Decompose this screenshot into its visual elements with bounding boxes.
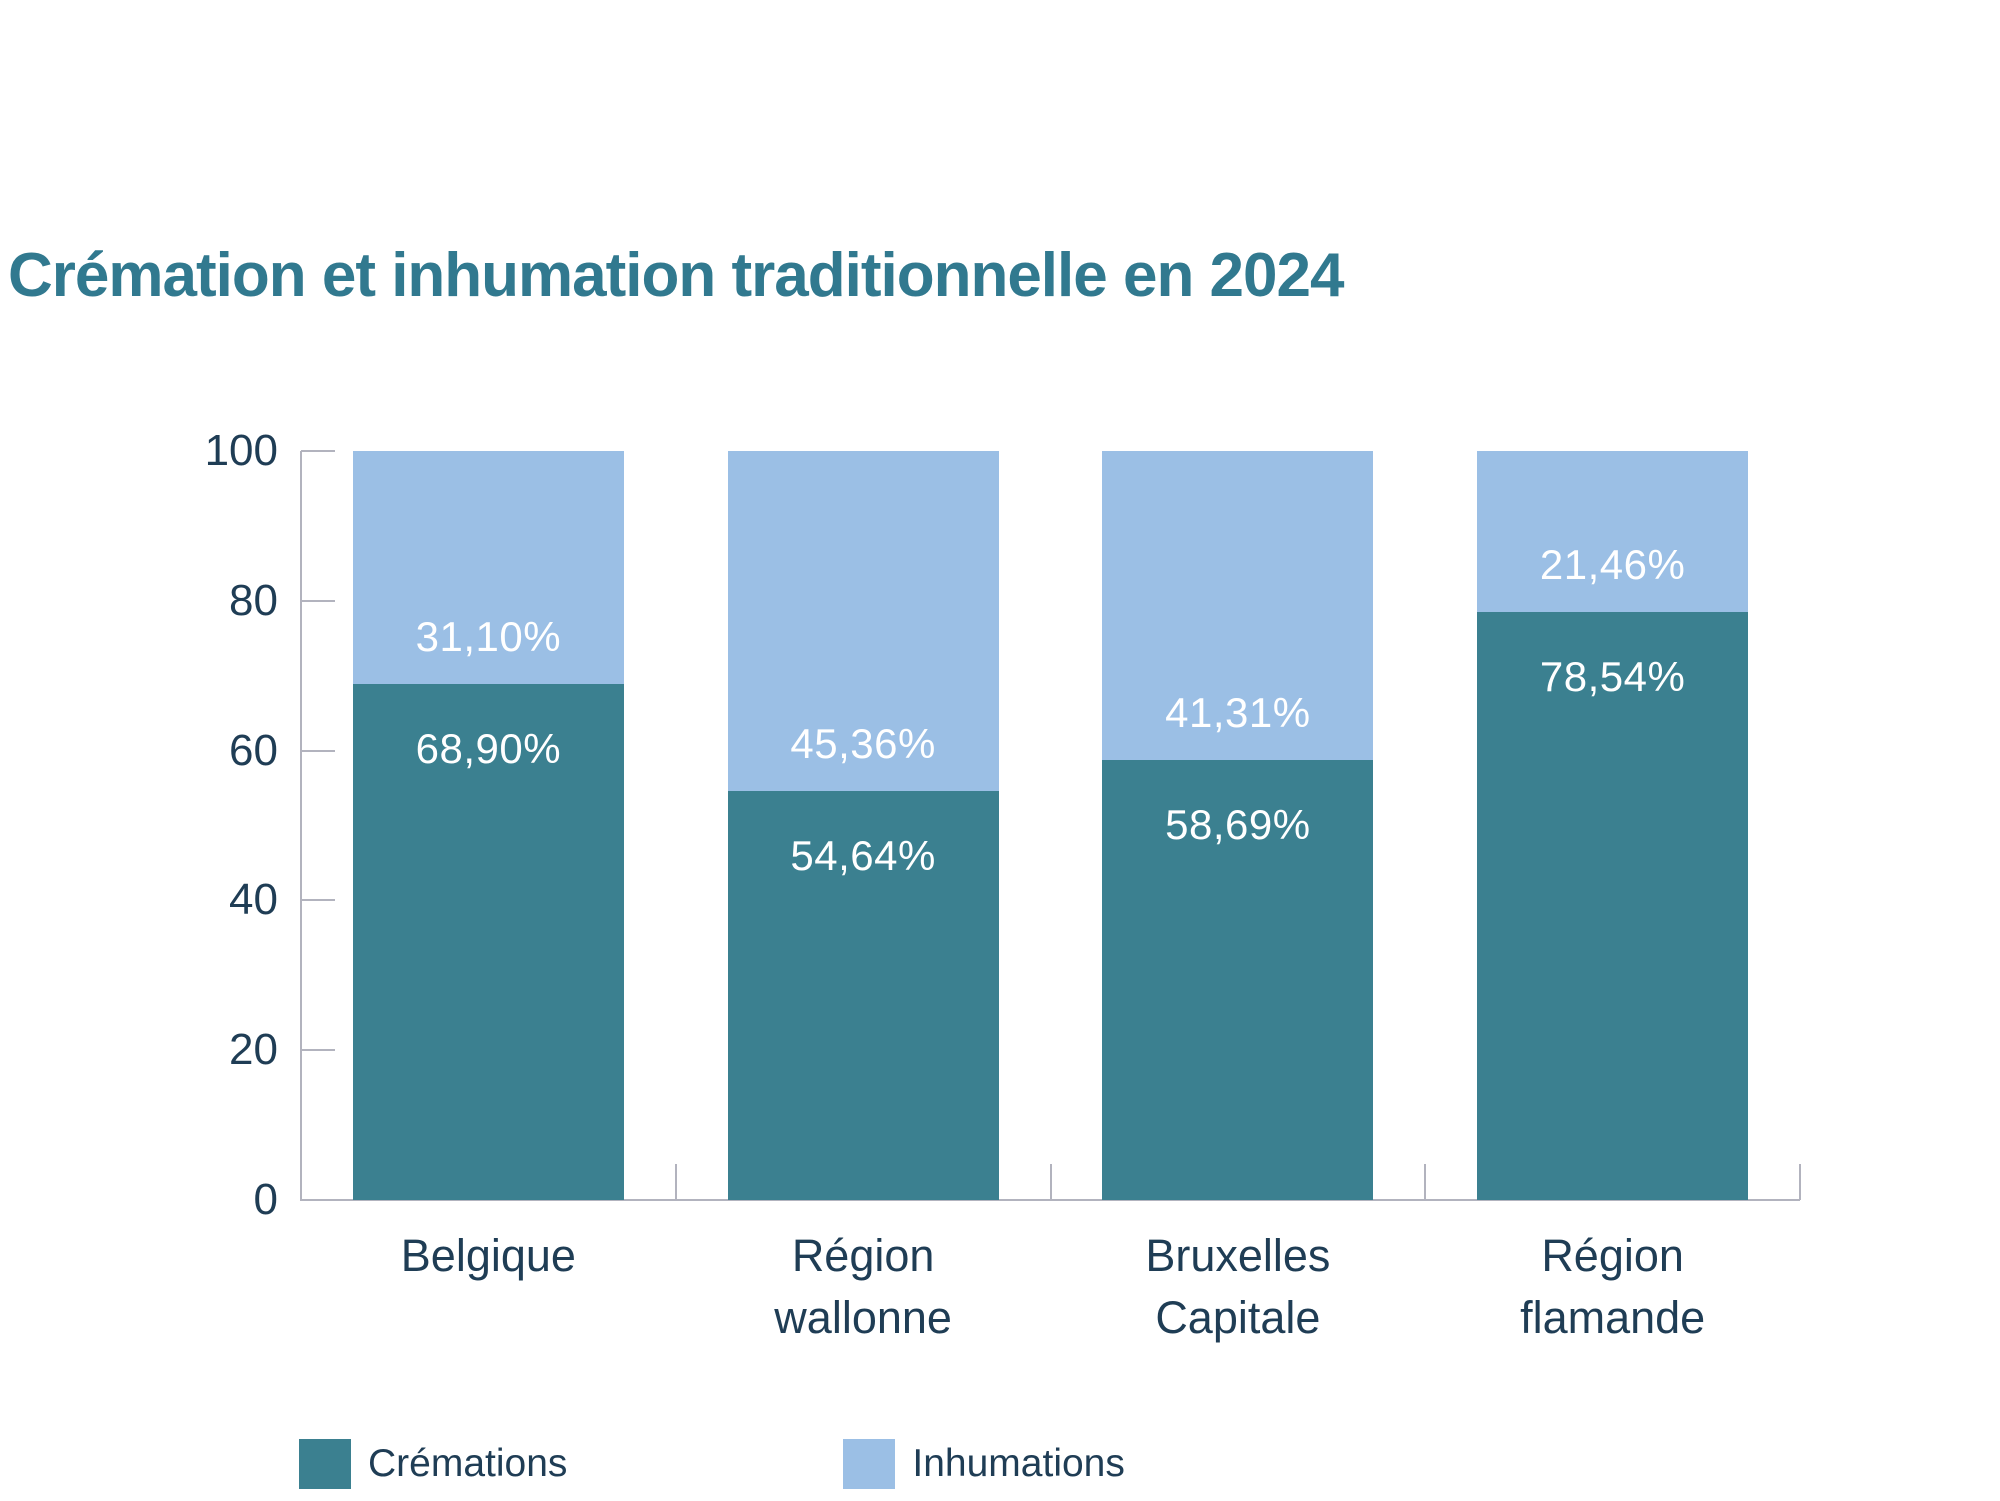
y-axis-tick-label: 100 <box>204 426 278 475</box>
bar-value-cremations-0: 68,90% <box>415 724 562 772</box>
bar-segment-inhumations-1: 45,36% <box>727 451 999 791</box>
bar-value-cremations-2: 58,69% <box>1165 801 1311 849</box>
bar-value-inhumations-3: 21,46% <box>1539 540 1686 588</box>
category-label-1: Région wallonne <box>676 1225 1051 1349</box>
y-axis-line <box>300 451 302 1200</box>
bar-value-inhumations-0: 31,10% <box>415 612 562 660</box>
category-label-line: Région <box>791 1230 935 1281</box>
category-label-line: Belgique <box>400 1230 576 1281</box>
stacked-bar-3: 21,46% 78,54% <box>1477 451 1749 1200</box>
bar-segment-inhumations-3: 21,46% <box>1477 451 1749 612</box>
y-axis-tick-label: 0 <box>253 1175 278 1224</box>
category-label-line: flamande <box>1520 1292 1706 1343</box>
y-axis-tick <box>301 1049 335 1052</box>
y-axis-tick <box>301 899 335 902</box>
y-axis-tick-label: 60 <box>229 725 278 775</box>
y-axis-tick-label: 20 <box>229 1025 278 1075</box>
bar-segment-cremations-1: 54,64% <box>727 790 999 1200</box>
stacked-bar-0: 31,10% 68,90% <box>352 451 624 1200</box>
chart-legend: Crémations Inhumations <box>299 1439 1125 1489</box>
bar-value-inhumations-1: 45,36% <box>790 719 936 767</box>
category-label-line: Bruxelles <box>1145 1230 1331 1281</box>
category-label-line: wallonne <box>774 1292 952 1343</box>
bar-value-inhumations-2: 41,31% <box>1165 689 1311 737</box>
y-axis-tick <box>301 599 335 602</box>
bar-segment-cremations-0: 68,90% <box>352 683 624 1200</box>
x-axis-tick <box>1424 1164 1427 1200</box>
legend-swatch-cremations <box>299 1439 351 1489</box>
category-label-3: Région flamande <box>1425 1225 1800 1349</box>
legend-item-cremations: Crémations <box>299 1439 567 1489</box>
x-axis-tick <box>674 1164 677 1200</box>
legend-label-inhumations: Inhumations <box>912 1442 1125 1485</box>
bar-value-cremations-3: 78,54% <box>1539 652 1686 700</box>
y-axis-tick <box>301 749 335 752</box>
category-label-line: Région <box>1541 1230 1684 1281</box>
y-axis-tick <box>301 450 335 452</box>
bar-segment-cremations-2: 58,69% <box>1102 760 1374 1200</box>
stacked-bar-1: 45,36% 54,64% <box>727 451 999 1200</box>
y-axis-tick-label: 80 <box>229 575 278 625</box>
x-axis-tick <box>1049 1164 1052 1200</box>
category-label-0: Belgique <box>301 1225 676 1287</box>
y-axis-tick-label: 40 <box>229 875 278 925</box>
legend-item-inhumations: Inhumations <box>843 1439 1125 1489</box>
category-label-2: Bruxelles Capitale <box>1050 1225 1425 1349</box>
bar-value-cremations-1: 54,64% <box>790 831 936 879</box>
x-axis-tick <box>1799 1164 1801 1200</box>
bar-segment-inhumations-0: 31,10% <box>352 451 624 684</box>
y-axis-tick <box>301 1199 335 1201</box>
category-label-line: Capitale <box>1155 1292 1321 1343</box>
legend-label-cremations: Crémations <box>368 1442 568 1485</box>
bar-segment-inhumations-2: 41,31% <box>1102 451 1374 761</box>
stacked-bar-2: 41,31% 58,69% <box>1102 451 1374 1200</box>
bar-segment-cremations-3: 78,54% <box>1477 611 1749 1200</box>
chart-title: Crémation et inhumation traditionnelle e… <box>8 241 1344 310</box>
legend-swatch-inhumations <box>843 1439 896 1489</box>
x-axis-line <box>300 1199 1800 1201</box>
